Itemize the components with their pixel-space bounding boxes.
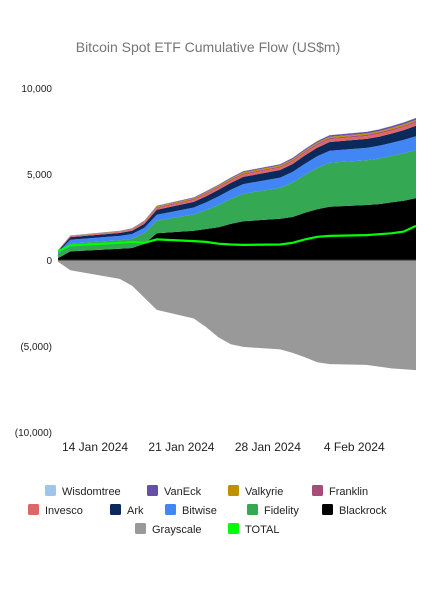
area-ark [58, 125, 416, 253]
legend-swatch-vaneck [147, 485, 158, 496]
legend-swatch-valkyrie [228, 485, 239, 496]
legend-label-blackrock: Blackrock [339, 505, 387, 517]
legend-label-bitwise: Bitwise [182, 505, 217, 517]
area-franklin [58, 121, 416, 251]
legend-swatch-grayscale [135, 523, 146, 534]
x-tick-label: 28 Jan 2024 [235, 440, 301, 454]
legend-item-grayscale: Grayscale [135, 523, 202, 536]
legend-label-ark: Ark [127, 505, 144, 517]
y-tick-label: 5,000 [27, 170, 52, 181]
legend-item-ark: Ark [110, 504, 144, 517]
area-valkyrie [58, 119, 416, 251]
line-total [57, 224, 417, 253]
legend-item-fidelity: Fidelity [247, 504, 299, 517]
legend-swatch-blackrock [322, 504, 333, 515]
y-tick-label: (5,000) [20, 342, 52, 353]
area-fidelity [58, 149, 416, 259]
legend-item-valkyrie: Valkyrie [228, 485, 283, 498]
legend-item-invesco: Invesco [28, 504, 83, 517]
y-tick-label: 10,000 [21, 84, 52, 95]
legend-label-valkyrie: Valkyrie [245, 486, 283, 498]
legend-swatch-total [228, 523, 239, 534]
y-tick-label: (10,000) [15, 428, 52, 439]
legend-swatch-bitwise [165, 504, 176, 515]
legend-label-invesco: Invesco [45, 505, 83, 517]
x-tick-label: 14 Jan 2024 [62, 440, 128, 454]
legend-label-grayscale: Grayscale [152, 524, 202, 536]
legend: Wisdomtree VanEck Valkyrie Franklin Invesco A… [28, 485, 387, 536]
axes: 10,000 5,000 0 (5,000) (10,000) 14 Jan 2024 21… [15, 84, 416, 454]
legend-swatch-invesco [28, 504, 39, 515]
legend-item-total: TOTAL [228, 523, 279, 536]
legend-item-wisdomtree: Wisdomtree [45, 485, 121, 498]
area-blackrock [58, 198, 416, 260]
plot-area [57, 117, 417, 371]
area-vaneck [58, 118, 416, 251]
legend-label-vaneck: VanEck [164, 486, 202, 498]
y-tick-label: 0 [46, 256, 52, 267]
legend-item-blackrock: Blackrock [322, 504, 387, 517]
legend-label-fidelity: Fidelity [264, 505, 299, 517]
legend-item-vaneck: VanEck [147, 485, 202, 498]
legend-label-total: TOTAL [245, 524, 279, 536]
legend-swatch-ark [110, 504, 121, 515]
legend-swatch-franklin [312, 485, 323, 496]
legend-item-franklin: Franklin [312, 485, 368, 498]
legend-item-bitwise: Bitwise [165, 504, 217, 517]
x-tick-label: 21 Jan 2024 [148, 440, 214, 454]
area-bitwise [58, 136, 416, 255]
area-grayscale [58, 260, 416, 371]
legend-swatch-fidelity [247, 504, 258, 515]
legend-label-franklin: Franklin [329, 486, 368, 498]
legend-swatch-wisdomtree [45, 485, 56, 496]
area-invesco [58, 122, 416, 251]
x-tick-label: 4 Feb 2024 [324, 440, 385, 454]
legend-label-wisdomtree: Wisdomtree [62, 486, 121, 498]
chart-title: Bitcoin Spot ETF Cumulative Flow (US$m) [76, 39, 341, 55]
